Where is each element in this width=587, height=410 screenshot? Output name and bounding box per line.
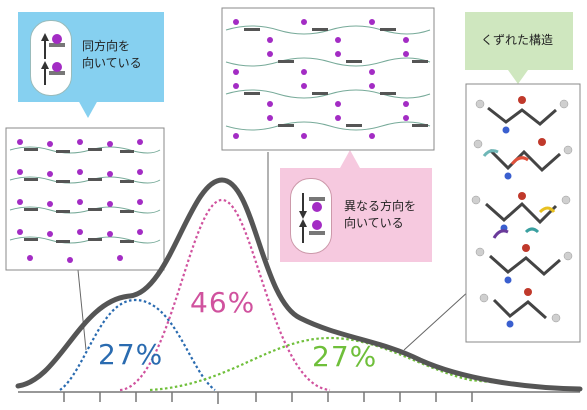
alternating-structure-panel [222,8,434,150]
right-percentage-label: 27% [312,340,377,373]
left-percentage-label: 27% [98,338,163,371]
center-percentage-label: 46% [190,286,255,319]
broken-structure-panel [466,84,580,342]
x-axis [18,392,580,404]
right-panel-connector [404,290,470,350]
aligned-structure-panel [6,128,164,270]
left-panel-connector [78,270,86,350]
